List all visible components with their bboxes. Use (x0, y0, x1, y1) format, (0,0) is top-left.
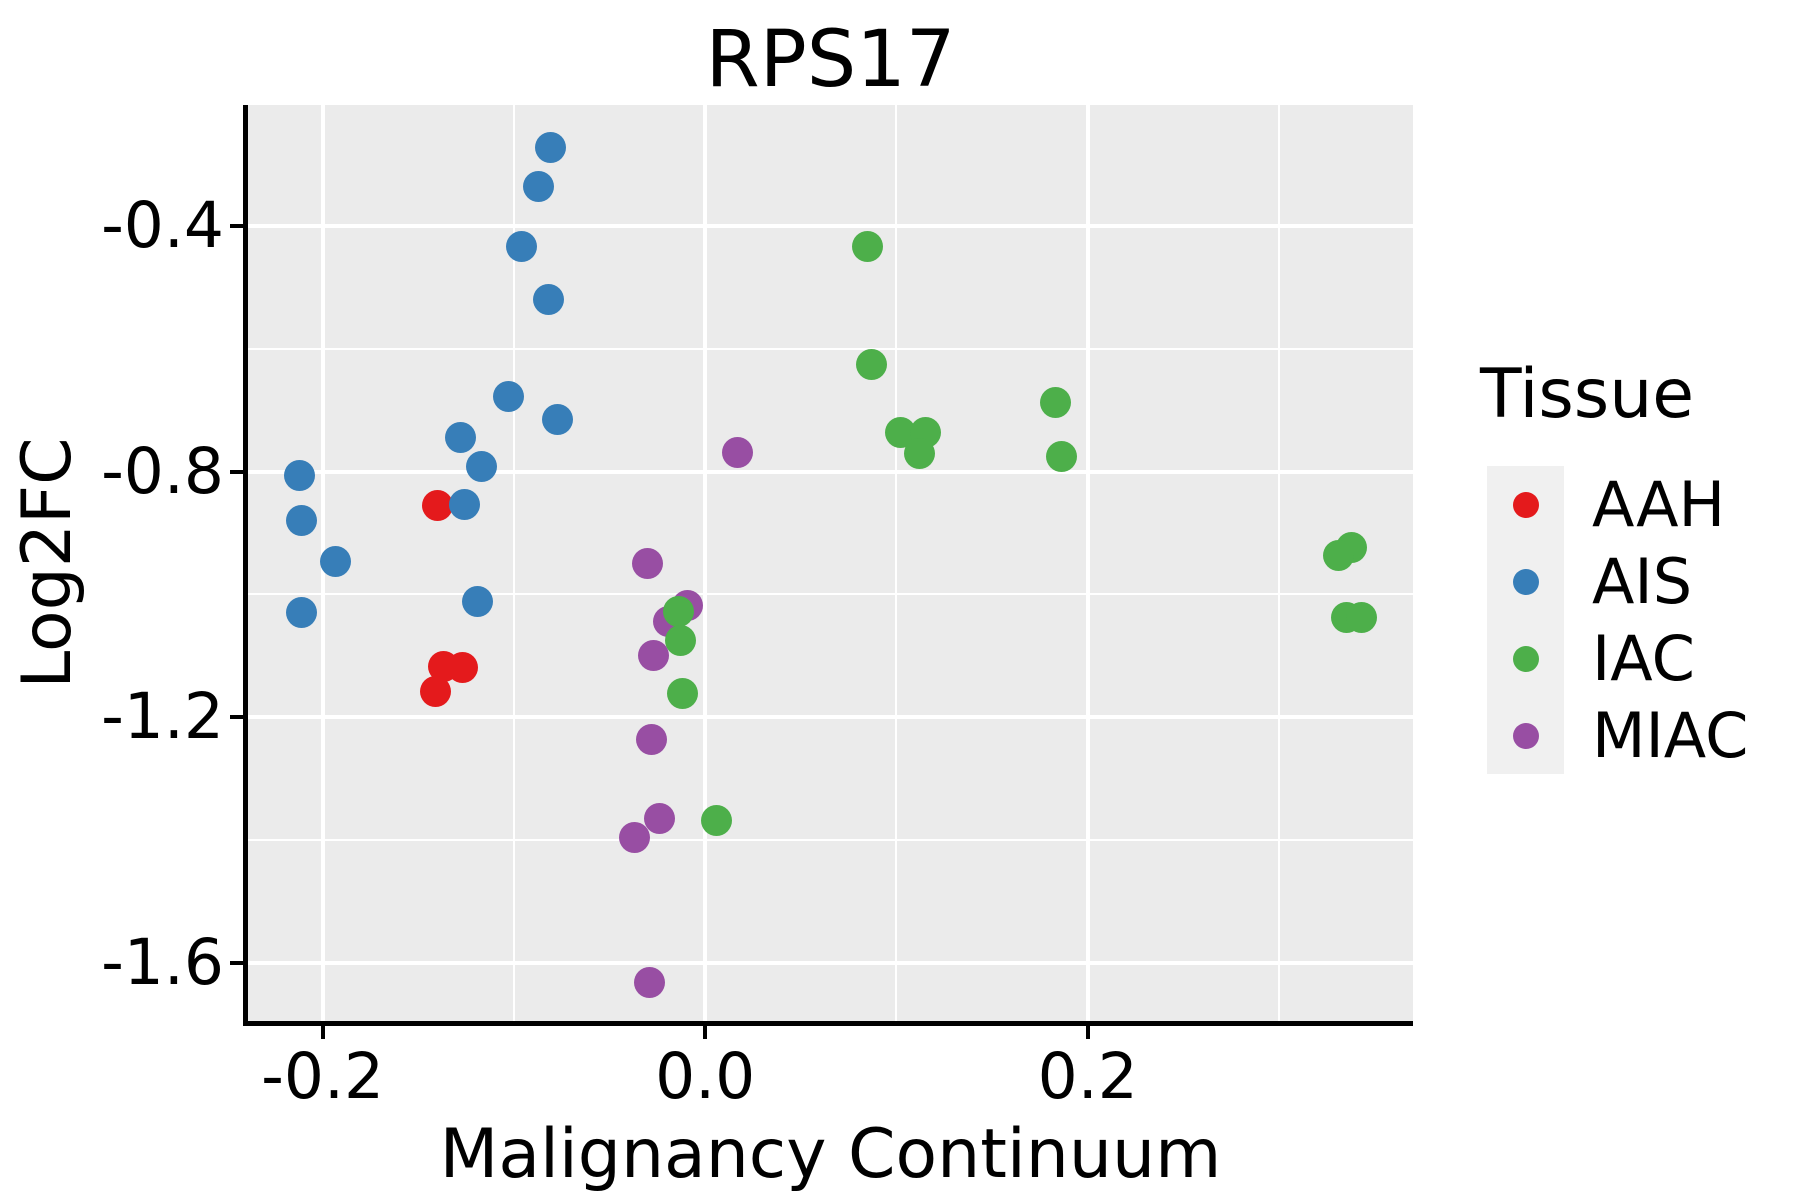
data-point-ais (532, 283, 564, 315)
plot-panel (248, 105, 1413, 1021)
data-point-miac (618, 821, 650, 853)
data-point-ais (284, 460, 316, 492)
gridline-x-minor (1278, 105, 1281, 1021)
data-point-iac (662, 596, 694, 627)
x-tick-label: -0.2 (261, 1040, 385, 1113)
data-point-ais (506, 231, 538, 263)
data-point-ais (523, 171, 555, 203)
data-point-ais (444, 422, 476, 454)
legend-label-miac: MIAC (1592, 699, 1749, 772)
data-point-miac (632, 547, 664, 579)
data-point-iac (666, 677, 698, 709)
x-tick-label: 0.2 (1037, 1040, 1138, 1113)
gridline-y-minor (248, 838, 1413, 841)
data-point-iac (1045, 440, 1077, 472)
data-point-miac (722, 436, 754, 468)
y-axis-title: Log2FC (8, 437, 87, 689)
legend-label-aah: AAH (1592, 468, 1726, 541)
legend-title: Tissue (1480, 355, 1695, 434)
gridline-x-major (703, 105, 708, 1021)
data-point-aah (446, 651, 478, 683)
data-point-ais (286, 596, 318, 628)
y-tick-label: -1.6 (101, 925, 224, 999)
x-axis-title: Malignancy Continuum (439, 1115, 1222, 1194)
legend-entry-aah: AAH (1487, 466, 1748, 543)
data-point-ais (534, 132, 566, 164)
legend-entry-ais: AIS (1487, 543, 1748, 620)
data-point-ais (542, 404, 574, 436)
y-tick-mark (230, 960, 243, 965)
legend-dot-iac-icon (1512, 645, 1539, 672)
data-point-iac (903, 437, 935, 469)
data-point-iac (1322, 540, 1354, 572)
gridline-y-minor (248, 347, 1413, 350)
data-point-ais (448, 488, 480, 520)
data-point-ais (462, 586, 494, 618)
y-axis-line (243, 105, 248, 1026)
gridline-y-minor (248, 593, 1413, 596)
x-tick-mark (1085, 1026, 1090, 1039)
y-tick-label: -0.4 (101, 188, 224, 262)
legend-dot-aah-icon (1512, 491, 1539, 518)
y-tick-label: -1.2 (101, 680, 224, 754)
x-tick-mark (320, 1026, 325, 1039)
data-point-miac (634, 967, 666, 999)
y-tick-mark (230, 715, 243, 720)
legend-dot-miac-icon (1512, 722, 1539, 749)
data-point-ais (492, 381, 524, 413)
legend-key-ais (1487, 543, 1564, 620)
x-axis-line (243, 1021, 1413, 1026)
data-point-iac (701, 805, 733, 837)
legend: Tissue AAH AIS IAC MIAC (1478, 355, 1748, 774)
legend-label-ais: AIS (1592, 545, 1693, 618)
y-tick-mark (230, 469, 243, 474)
data-point-aah (419, 676, 451, 708)
y-tick-label: -0.8 (101, 434, 224, 508)
gridline-y-major (248, 223, 1413, 228)
gridline-x-minor (512, 105, 515, 1021)
legend-dot-ais-icon (1512, 568, 1539, 595)
x-tick-mark (703, 1026, 708, 1039)
plot-title: RPS17 (705, 15, 956, 105)
gridline-y-major (248, 715, 1413, 720)
legend-key-iac (1487, 620, 1564, 697)
legend-entry-miac: MIAC (1487, 697, 1748, 774)
legend-label-iac: IAC (1592, 622, 1695, 695)
gridline-x-minor (895, 105, 898, 1021)
gridline-y-major (248, 469, 1413, 474)
data-point-iac (1345, 601, 1377, 633)
data-point-ais (320, 546, 352, 578)
data-point-iac (852, 231, 884, 263)
data-point-iac (1039, 386, 1071, 418)
x-tick-label: 0.0 (655, 1040, 756, 1113)
data-point-miac (643, 802, 675, 834)
data-point-miac (636, 724, 668, 756)
data-point-iac (664, 625, 696, 657)
data-point-ais (286, 504, 318, 536)
data-point-aah (421, 490, 453, 522)
legend-entry-iac: IAC (1487, 620, 1748, 697)
legend-key-miac (1487, 697, 1564, 774)
gridline-y-major (248, 960, 1413, 965)
data-point-iac (856, 348, 888, 380)
legend-key-aah (1487, 466, 1564, 543)
data-point-ais (465, 451, 497, 483)
data-point-miac (638, 640, 670, 672)
gridline-x-major (1085, 105, 1090, 1021)
legend-items: AAH AIS IAC MIAC (1487, 466, 1748, 774)
y-tick-mark (230, 223, 243, 228)
